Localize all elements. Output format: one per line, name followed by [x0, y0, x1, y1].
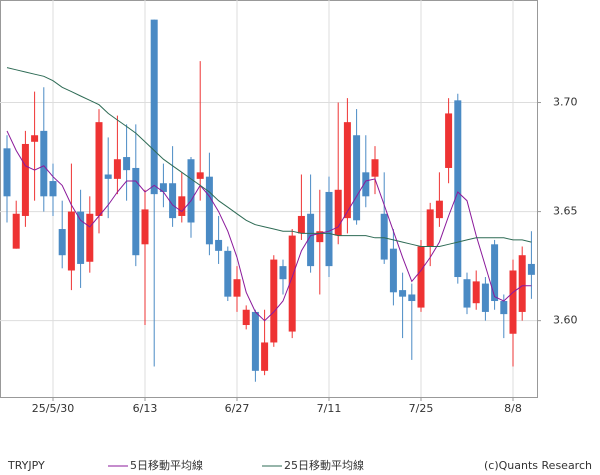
candle-body: [104, 174, 112, 179]
candle-body: [389, 248, 397, 293]
candle-body: [362, 172, 370, 197]
candle-body: [481, 283, 489, 312]
candle-body: [316, 231, 324, 243]
candle-body: [31, 135, 39, 142]
candle-body: [3, 148, 11, 197]
candle-body: [67, 211, 75, 271]
x-tick-label: 7/25: [409, 402, 434, 415]
candle-body: [435, 200, 443, 219]
candle-body: [518, 255, 526, 312]
candle-body: [527, 263, 535, 275]
moving-average-line: [6, 130, 532, 322]
y-tick-label: 3.60: [553, 314, 578, 327]
candle-body: [215, 239, 223, 251]
candle-body: [500, 301, 508, 315]
candle-body: [509, 270, 517, 334]
candle-body: [77, 211, 85, 264]
candle-body: [371, 159, 379, 177]
candle-body: [270, 259, 278, 343]
x-tick-label: 7/11: [317, 402, 342, 415]
candle-body: [353, 135, 361, 221]
x-tick-label: 6/27: [225, 402, 250, 415]
candle-body: [288, 235, 296, 332]
candle-body: [445, 113, 453, 168]
candle-body: [141, 209, 149, 245]
legend-label: 25日移動平均線: [284, 458, 364, 472]
candle-body: [307, 213, 315, 267]
candle-body: [113, 159, 121, 179]
moving-average-line: [6, 67, 532, 247]
y-tick-label: 3.65: [553, 205, 578, 218]
credit: (c)Quants Research: [484, 459, 592, 472]
candle-body: [417, 246, 425, 308]
symbol: TRYJPY: [7, 459, 45, 472]
candle-body: [399, 290, 407, 297]
candle-body: [426, 209, 434, 247]
candle-body: [380, 213, 388, 260]
candle-body: [159, 183, 167, 192]
marks: [3, 19, 535, 382]
legend-label: 5日移動平均線: [130, 458, 203, 472]
candle-body: [251, 311, 259, 371]
candle-body: [49, 181, 57, 197]
candle-body: [261, 342, 269, 371]
candle-body: [187, 159, 195, 223]
candle-body: [491, 244, 499, 302]
y-tick-label: 3.70: [553, 96, 578, 109]
candle-body: [472, 281, 480, 304]
candle-body: [196, 172, 204, 179]
candle-body: [40, 130, 48, 197]
candle-body: [86, 213, 94, 262]
candle-body: [58, 229, 66, 256]
candle-body: [297, 215, 305, 234]
candle-body: [454, 100, 462, 278]
candle-body: [408, 294, 416, 302]
candle-body: [343, 122, 351, 219]
candle-body: [169, 183, 177, 219]
candle-body: [123, 157, 131, 171]
candle-body: [224, 250, 232, 297]
x-tick-label: 25/5/30: [32, 402, 74, 415]
candle-body: [95, 122, 103, 216]
candle-body: [279, 266, 287, 280]
candle-body: [205, 176, 213, 245]
x-tick-label: 6/13: [133, 402, 158, 415]
x-tick-label: 8/8: [504, 402, 522, 415]
candle-body: [242, 309, 250, 326]
candle-body: [12, 213, 20, 249]
candle-body: [21, 143, 29, 216]
candle-body: [325, 191, 333, 267]
candle-body: [132, 167, 140, 256]
candle-body: [233, 279, 241, 297]
candle-body: [463, 279, 471, 308]
candle-body: [178, 196, 186, 216]
candle-body: [150, 19, 158, 195]
candle-body: [334, 189, 342, 236]
